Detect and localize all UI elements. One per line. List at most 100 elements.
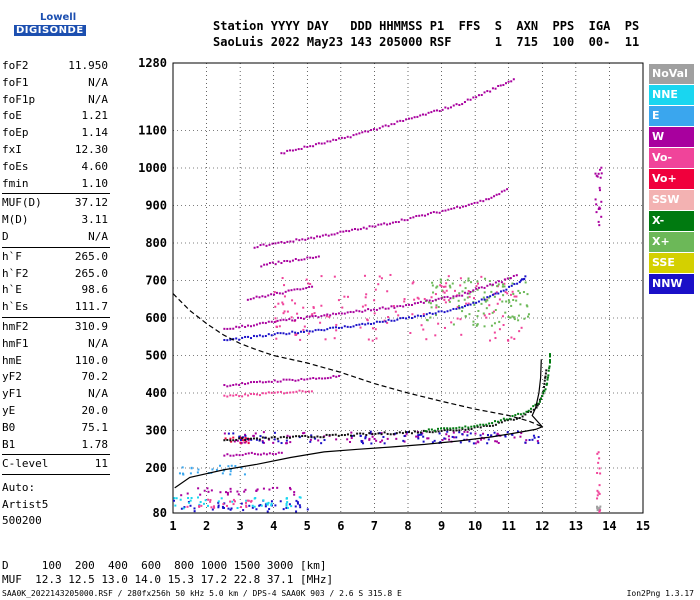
echo-trace-mark [476, 424, 479, 427]
echo-trace-mark [400, 218, 403, 221]
param-name: foE [2, 109, 22, 123]
echo-trace-mark [297, 259, 300, 262]
echo-trace-mark [431, 431, 434, 434]
echo-mark [179, 498, 182, 501]
echo-trace-mark [300, 258, 303, 261]
echo-trace-mark [486, 284, 489, 287]
echo-trace-mark [262, 452, 265, 455]
echo-mark [343, 295, 346, 298]
echo-mark [341, 306, 344, 309]
echo-trace-mark [517, 412, 520, 415]
echo-trace-mark [301, 435, 304, 438]
echo-trace-mark [433, 429, 436, 432]
echo-mark [266, 510, 269, 513]
echo-trace-mark [488, 425, 491, 428]
echo-mark [598, 507, 601, 510]
param-row: hmF2 310.9 [2, 319, 110, 336]
echo-trace-mark [441, 108, 444, 111]
echo-trace-mark [476, 201, 479, 204]
echo-mark [232, 503, 235, 506]
echo-mark [378, 275, 381, 278]
echo-mark [515, 299, 518, 302]
param-row: yF1 N/A [2, 386, 110, 403]
echo-mark [417, 434, 420, 437]
echo-mark [333, 275, 336, 278]
echo-trace-mark [244, 325, 247, 328]
echo-trace-mark [452, 307, 455, 310]
echo-trace-mark [264, 295, 267, 298]
echo-mark [186, 505, 189, 508]
echo-mark [416, 296, 419, 299]
echo-mark [446, 430, 449, 433]
echo-mark [233, 440, 236, 443]
echo-trace-mark [424, 430, 427, 433]
echo-mark [598, 484, 601, 487]
echo-mark [486, 299, 489, 302]
legend-item: SSW [649, 190, 694, 210]
echo-mark [230, 507, 233, 510]
echo-mark [293, 493, 296, 496]
echo-mark [286, 501, 289, 504]
echo-mark [429, 316, 432, 319]
param-value: N/A [88, 92, 108, 106]
echo-trace-mark [434, 298, 437, 301]
echo-trace-mark [252, 380, 255, 383]
param-row: yE 20.0 [2, 403, 110, 420]
echo-mark [211, 508, 214, 511]
echo-trace-mark [226, 395, 229, 398]
echo-mark [430, 296, 433, 299]
echo-trace-mark [416, 314, 419, 317]
echo-trace-mark [252, 437, 255, 440]
echo-trace-mark [475, 301, 478, 304]
echo-trace-mark [241, 395, 244, 398]
echo-trace-mark [483, 91, 486, 94]
echo-mark [504, 434, 507, 437]
echo-mark [506, 339, 509, 342]
echo-trace-mark [384, 307, 387, 310]
echo-trace-mark [332, 312, 335, 315]
header-line-1: Station YYYY DAY DDD HHMMSS P1 FFS S AXN… [213, 19, 640, 33]
echo-trace-mark [301, 238, 304, 241]
echo-trace-mark [372, 128, 375, 131]
echo-trace-mark [537, 402, 540, 405]
echo-trace-mark [499, 290, 502, 293]
param-value: N/A [88, 336, 108, 350]
echo-trace-mark [291, 378, 294, 381]
echo-trace-mark [416, 301, 419, 304]
echo-mark [519, 303, 522, 306]
echo-trace-mark [427, 428, 430, 431]
echo-trace-mark [512, 78, 515, 81]
echo-mark [213, 506, 216, 509]
param-value: 75.1 [81, 420, 109, 434]
echo-mark [417, 297, 420, 300]
echo-trace-mark [346, 325, 349, 328]
echo-mark [363, 274, 366, 277]
echo-trace-mark [472, 289, 475, 292]
echo-trace-mark [422, 301, 425, 304]
echo-trace-mark [361, 322, 364, 325]
echo-mark [467, 289, 470, 292]
echo-mark [411, 313, 414, 316]
echo-mark [309, 438, 312, 441]
param-row: MUF(D) 37.12 [2, 195, 110, 212]
echo-trace-mark [276, 391, 279, 394]
echo-mark [309, 282, 312, 285]
echo-trace-mark [289, 391, 292, 394]
echo-mark [456, 306, 459, 309]
echo-mark [267, 501, 270, 504]
param-value: 1.21 [81, 109, 109, 123]
echo-mark [432, 291, 435, 294]
echo-trace-mark [461, 426, 464, 429]
param-value: 4.60 [81, 159, 109, 173]
echo-mark [317, 439, 320, 442]
echo-mark [511, 290, 514, 293]
echo-trace-mark [419, 300, 422, 303]
x-tick-label: 11 [501, 519, 515, 533]
echo-mark [509, 293, 512, 296]
echo-mark [222, 469, 225, 472]
echo-trace-mark [300, 377, 303, 380]
param-separator [2, 316, 110, 318]
echo-mark [197, 487, 200, 490]
echo-trace-mark [377, 223, 380, 226]
echo-mark [443, 291, 446, 294]
